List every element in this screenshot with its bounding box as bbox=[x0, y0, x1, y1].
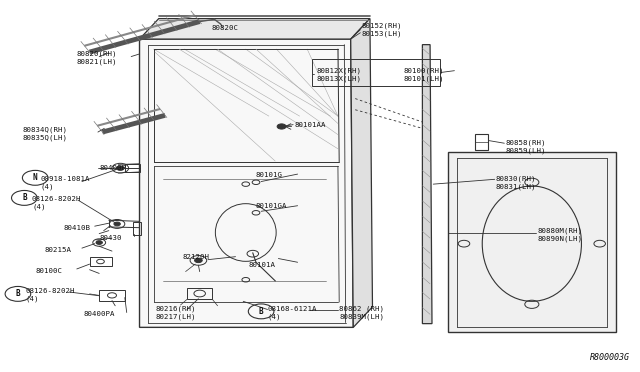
Bar bbox=[90, 257, 112, 266]
Polygon shape bbox=[422, 45, 432, 324]
Polygon shape bbox=[140, 39, 353, 327]
Text: B: B bbox=[259, 307, 264, 316]
Text: 80830(RH)
80831(LH): 80830(RH) 80831(LH) bbox=[496, 175, 536, 189]
Circle shape bbox=[114, 222, 120, 226]
Polygon shape bbox=[448, 152, 616, 332]
Text: B: B bbox=[22, 193, 27, 202]
Bar bbox=[312, 59, 440, 86]
Text: N: N bbox=[33, 173, 38, 182]
Text: 80B12X(RH)
80B13X(LH): 80B12X(RH) 80B13X(LH) bbox=[317, 67, 362, 81]
Text: 82120H: 82120H bbox=[182, 254, 209, 260]
Text: 80820(RH)
80821(LH): 80820(RH) 80821(LH) bbox=[77, 51, 117, 65]
Circle shape bbox=[195, 258, 202, 263]
Bar bbox=[99, 290, 125, 301]
Text: 80862 (RH)
80839M(LH): 80862 (RH) 80839M(LH) bbox=[339, 306, 384, 320]
Text: 08126-8202H
(4): 08126-8202H (4) bbox=[32, 196, 81, 211]
Text: 80100(RH)
80101(LH): 80100(RH) 80101(LH) bbox=[403, 67, 444, 81]
Text: 80101GA: 80101GA bbox=[256, 203, 287, 209]
Bar bbox=[125, 164, 140, 172]
Text: 08918-1081A
(4): 08918-1081A (4) bbox=[40, 176, 90, 190]
Bar bbox=[187, 288, 212, 299]
Text: 80101G: 80101G bbox=[256, 172, 283, 178]
Text: 80834Q(RH)
80835Q(LH): 80834Q(RH) 80835Q(LH) bbox=[22, 127, 67, 141]
Text: B: B bbox=[15, 289, 20, 298]
Circle shape bbox=[96, 241, 102, 244]
Text: 80400P: 80400P bbox=[99, 165, 126, 171]
Text: R800003G: R800003G bbox=[590, 353, 630, 362]
Bar bbox=[475, 134, 488, 150]
Circle shape bbox=[277, 124, 286, 129]
Text: 80410B: 80410B bbox=[64, 225, 91, 231]
Text: 80430: 80430 bbox=[99, 235, 122, 241]
Text: 80858(RH)
80859(LH): 80858(RH) 80859(LH) bbox=[506, 140, 546, 154]
Text: 80101A: 80101A bbox=[248, 262, 275, 268]
Circle shape bbox=[116, 166, 124, 170]
Text: 80880M(RH)
80890N(LH): 80880M(RH) 80890N(LH) bbox=[538, 228, 582, 242]
Text: 80400PA: 80400PA bbox=[83, 311, 115, 317]
Text: 80215A: 80215A bbox=[45, 247, 72, 253]
Text: 80152(RH)
80153(LH): 80152(RH) 80153(LH) bbox=[362, 23, 402, 37]
Text: 80101AA: 80101AA bbox=[294, 122, 326, 128]
Polygon shape bbox=[351, 19, 372, 327]
Text: 80820C: 80820C bbox=[211, 25, 238, 31]
Bar bbox=[133, 222, 141, 235]
Polygon shape bbox=[140, 19, 370, 39]
Text: 80216(RH)
80217(LH): 80216(RH) 80217(LH) bbox=[156, 306, 196, 320]
Text: 08168-6121A
(4): 08168-6121A (4) bbox=[268, 306, 317, 320]
Text: 80100C: 80100C bbox=[35, 268, 62, 274]
Text: 08126-8202H
(4): 08126-8202H (4) bbox=[26, 288, 75, 302]
